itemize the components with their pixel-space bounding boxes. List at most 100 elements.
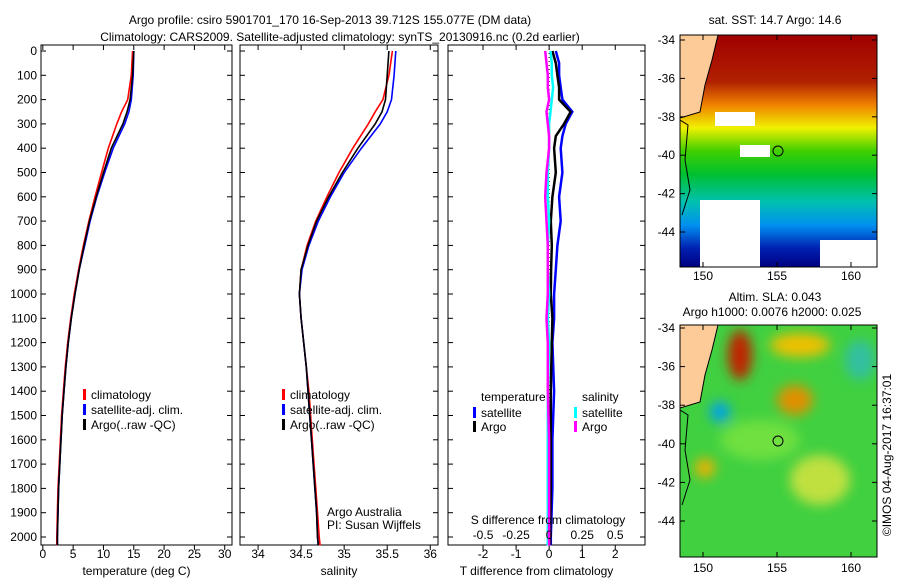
legend-label: Argo — [582, 420, 608, 434]
series-line-argo-raw-qc- — [56, 50, 135, 546]
y-tick-label: 500 — [17, 166, 37, 180]
annotation-text: Argo Australia — [327, 505, 402, 519]
sst-map-title: sat. SST: 14.7 Argo: 14.6 — [709, 13, 842, 27]
sla-map: Altim. SLA: 0.043 Argo h1000: 0.0076 h20… — [658, 290, 878, 575]
map-lon-label: 160 — [841, 269, 861, 283]
map-lat-label: -36 — [658, 71, 676, 85]
legend-swatch — [473, 407, 476, 418]
y-tick-label: 1800 — [10, 481, 37, 495]
x-tick-label: 2 — [612, 547, 619, 561]
x-tick-label: -2 — [478, 547, 489, 561]
map-lon-label: 160 — [841, 561, 861, 575]
x-tick-label: 36 — [424, 547, 438, 561]
series-line-climatology — [55, 50, 134, 546]
secondary-x-tick-label: 0.5 — [607, 528, 624, 542]
x-tick-label: 10 — [97, 547, 111, 561]
legend-label: satellite-adj. clim. — [91, 403, 183, 417]
x-tick-label: 34.5 — [289, 547, 313, 561]
legend-label: climatology — [290, 388, 350, 402]
x-tick-label: 0 — [546, 547, 553, 561]
y-tick-label: 100 — [17, 68, 37, 82]
title-line-1: Argo profile: csiro 5901701_170 16-Sep-2… — [129, 13, 531, 27]
x-tick-label: 35.5 — [376, 547, 400, 561]
legend-swatch — [282, 389, 285, 400]
legend-swatch — [83, 389, 86, 400]
plot-frame — [40, 44, 233, 546]
legend-label: Argo — [481, 420, 507, 434]
coastline — [680, 119, 691, 216]
sst-missing-data — [740, 145, 770, 157]
sla-eddies — [695, 330, 875, 505]
land-australia — [680, 325, 719, 409]
y-tick-label: 1700 — [10, 457, 37, 471]
sla-map-frame — [679, 324, 878, 558]
y-tick-label: 1100 — [11, 311, 37, 325]
legend-title-temperature: temperature — [481, 390, 546, 404]
legend-label: Argo(..raw -QC) — [290, 418, 375, 432]
sst-map-frame — [679, 34, 878, 268]
y-tick-label: 1400 — [10, 384, 37, 398]
x-axis-label: T difference from climatology — [460, 564, 614, 578]
map-lat-label: -40 — [658, 148, 676, 162]
y-tick-label: 0 — [30, 44, 37, 58]
x-axis-label: salinity — [321, 564, 358, 578]
imos-credit: ©IMOS 04-Aug-2017 16:37:01 — [880, 374, 894, 537]
map-lat-label: -38 — [658, 398, 676, 412]
secondary-x-tick-label: 0.25 — [571, 528, 595, 542]
sst-map: sat. SST: 14.7 Argo: 14.6 -34 -36 -38 -40 -4… — [658, 13, 878, 283]
argo-location-marker — [772, 145, 784, 157]
x-tick-label: 25 — [188, 547, 202, 561]
map-lat-label: -44 — [658, 225, 676, 239]
y-tick-label: 1900 — [10, 506, 37, 520]
y-tick-label: 2000 — [10, 530, 37, 544]
y-tick-label: 1300 — [10, 360, 37, 374]
x-tick-label: 34 — [251, 547, 265, 561]
legend-label: satellite — [582, 406, 623, 420]
y-tick-label: 200 — [17, 93, 37, 107]
x-tick-label: 1 — [579, 547, 586, 561]
x-tick-label: 15 — [127, 547, 141, 561]
x-tick-label: 30 — [218, 547, 232, 561]
map-lon-label: 150 — [693, 269, 713, 283]
secondary-x-tick-label: -0.25 — [502, 528, 530, 542]
x-tick-label: 35 — [337, 547, 351, 561]
sst-missing-data — [715, 112, 755, 126]
plot-frame — [239, 44, 439, 546]
map-lon-label: 150 — [693, 561, 713, 575]
legend-label: satellite — [481, 406, 522, 420]
x-tick-label: 20 — [157, 547, 171, 561]
legend-swatch — [473, 421, 476, 432]
sst-missing-data — [700, 200, 760, 267]
land-australia — [680, 35, 719, 119]
y-tick-label: 800 — [17, 238, 37, 252]
series-line-argo-raw-qc- — [298, 50, 390, 546]
annotation-text: PI: Susan Wijffels — [327, 518, 421, 532]
series-line-temperature-satellite — [549, 50, 574, 546]
secondary-x-tick-label: 0 — [546, 528, 553, 542]
map-lat-label: -34 — [658, 321, 676, 335]
map-lat-label: -38 — [658, 110, 676, 124]
series-line-temperature-argo — [548, 50, 573, 546]
legend-swatch — [83, 404, 86, 415]
plot-frame — [447, 44, 646, 546]
map-lon-label: 155 — [767, 561, 787, 575]
secondary-x-axis-label: S difference from climatology — [471, 513, 626, 527]
legend-swatch — [282, 404, 285, 415]
legend-title-salinity: salinity — [582, 390, 619, 404]
x-tick-label: -1 — [511, 547, 522, 561]
y-tick-label: 300 — [17, 117, 37, 131]
temperature-panel: 0 5 10 15 20 25 30 temperature (deg C) 0 100 200 30… — [10, 44, 233, 578]
y-tick-label: 1000 — [10, 287, 37, 301]
y-tick-label: 700 — [17, 214, 37, 228]
y-tick-label: 1200 — [10, 336, 37, 350]
legend-label: Argo(..raw -QC) — [91, 418, 176, 432]
sla-map-subtitle: Argo h1000: 0.0076 h2000: 0.025 — [683, 305, 862, 319]
title-line-2: Climatology: CARS2009. Satellite-adjuste… — [100, 30, 580, 44]
y-tick-label: 1500 — [10, 409, 37, 423]
map-lat-label: -42 — [658, 475, 676, 489]
sla-map-title: Altim. SLA: 0.043 — [729, 290, 822, 304]
legend-label: climatology — [91, 388, 151, 402]
sst-missing-data — [820, 240, 877, 267]
legend-swatch — [574, 407, 577, 418]
